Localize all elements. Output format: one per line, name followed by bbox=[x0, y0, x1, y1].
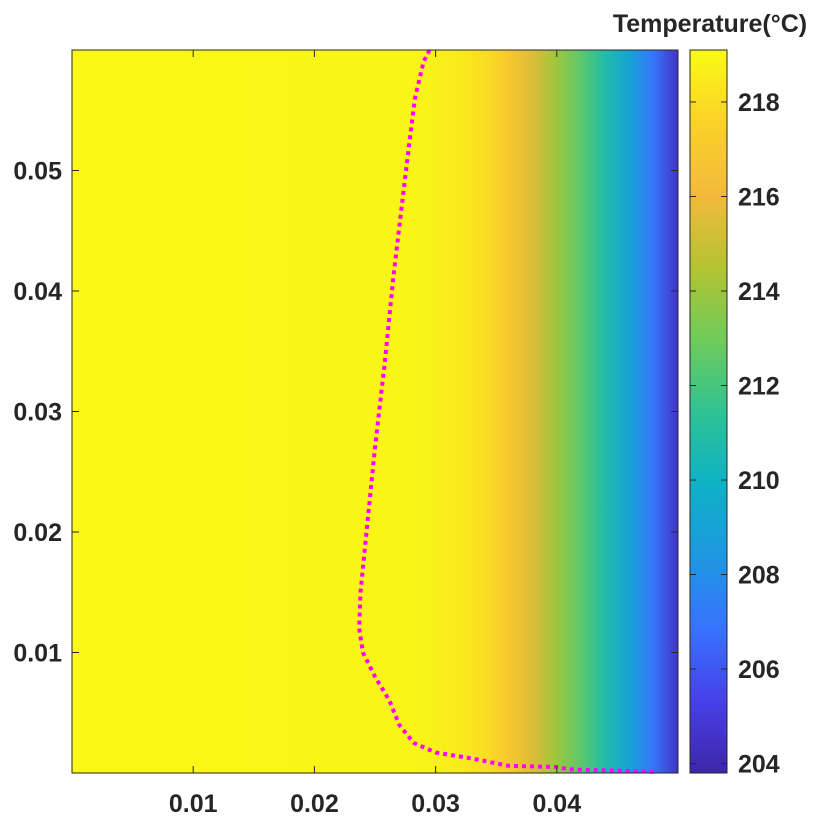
colorbar-tick-label: 216 bbox=[738, 183, 780, 211]
colorbar-tick-label: 214 bbox=[738, 278, 780, 306]
y-tick-label: 0.04 bbox=[13, 278, 62, 306]
y-tick-label: 0.03 bbox=[13, 399, 62, 427]
boundary-curve-layer bbox=[357, 49, 654, 774]
x-tick-label: 0.01 bbox=[169, 790, 218, 818]
y-tick-label: 0.05 bbox=[13, 158, 62, 186]
boundary-curve bbox=[357, 49, 654, 774]
colorbar-tick-label: 212 bbox=[738, 373, 780, 401]
y-tick-label: 0.02 bbox=[13, 519, 62, 547]
colorbar: 204 206 208 210 212 214 216 218 bbox=[689, 49, 780, 779]
colorbar-tick-label: 206 bbox=[738, 656, 780, 684]
colorbar-tick-label: 208 bbox=[738, 562, 780, 590]
x-tick-label: 0.03 bbox=[411, 790, 460, 818]
x-tick-label: 0.02 bbox=[290, 790, 339, 818]
colorbar-title: Temperature(°C) bbox=[613, 10, 807, 38]
x-tick-label: 0.04 bbox=[532, 790, 581, 818]
y-tick-label: 0.01 bbox=[13, 640, 62, 668]
colorbar-tick-label: 210 bbox=[738, 467, 780, 495]
temperature-field bbox=[72, 50, 678, 773]
plot-area bbox=[72, 50, 678, 773]
colorbar-tick-label: 218 bbox=[738, 89, 780, 117]
colorbar-gradient bbox=[689, 49, 728, 774]
axes: 0.01 0.02 0.03 0.04 0.01 0.02 0.03 0.04 0.05 bbox=[13, 49, 679, 818]
colorbar-tick-label: 204 bbox=[738, 751, 780, 779]
